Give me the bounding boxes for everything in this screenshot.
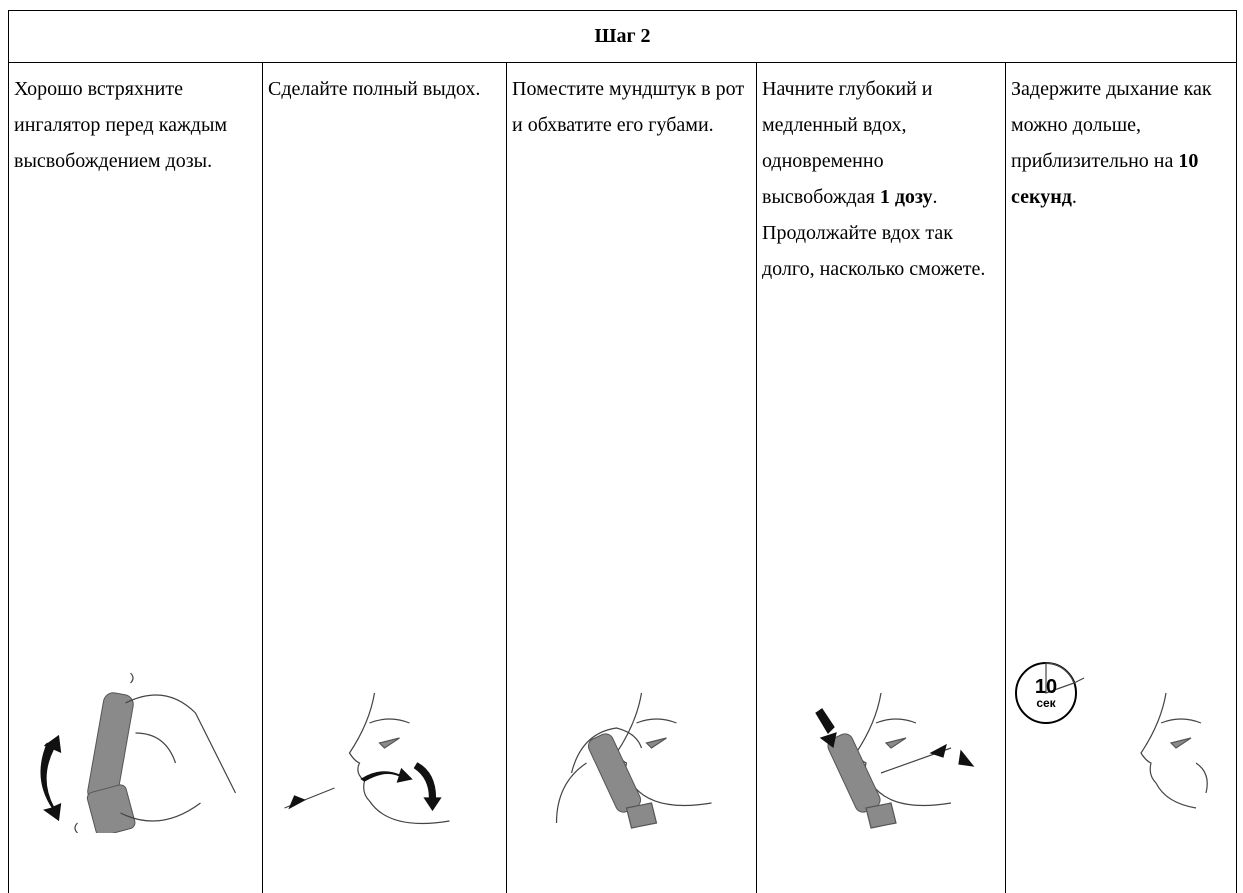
inhale-illustration — [757, 623, 1005, 833]
cell-text: Задержите дыхание как можно дольше, приб… — [1011, 71, 1231, 215]
table-header: Шаг 2 — [9, 11, 1237, 63]
text-run: . — [933, 186, 938, 208]
instruction-table: Шаг 2 Хорошо встряхните ингалятор перед … — [8, 10, 1237, 893]
mouthpiece-illustration — [507, 623, 756, 833]
paragraph: Сделайте полный выдох. — [268, 71, 501, 107]
text-run: Сделайте полный выдох. — [268, 78, 480, 100]
cell-text: Поместите мундштук в рот и обхватите его… — [512, 71, 751, 143]
paragraph: Продолжайте вдох так долго, насколько см… — [762, 215, 1000, 287]
step-cell: Сделайте полный выдох. — [263, 63, 507, 893]
paragraph: Начните глубокий и медленный вдох, однов… — [762, 71, 1000, 215]
cell-text: Сделайте полный выдох. — [268, 71, 501, 107]
step-cell: Хорошо встряхните ингалятор перед каждым… — [9, 63, 263, 893]
text-run: Продолжайте вдох так долго, насколько см… — [762, 222, 985, 280]
text-run: Хорошо встряхните ингалятор перед каждым… — [14, 78, 227, 172]
step-cell: Начните глубокий и медленный вдох, однов… — [757, 63, 1006, 893]
text-run: Поместите мундштук в рот и обхватите его… — [512, 78, 744, 136]
step-cell: Задержите дыхание как можно дольше, приб… — [1006, 63, 1237, 893]
page: Шаг 2 Хорошо встряхните ингалятор перед … — [0, 0, 1243, 858]
exhale-illustration — [263, 623, 506, 833]
shake-illustration — [9, 623, 262, 833]
paragraph: Задержите дыхание как можно дольше, приб… — [1011, 71, 1231, 215]
cell-text: Хорошо встряхните ингалятор перед каждым… — [14, 71, 257, 179]
timer-unit: сек — [1036, 696, 1056, 710]
cell-text: Начните глубокий и медленный вдох, однов… — [762, 71, 1000, 287]
timer-number: 10 — [1035, 676, 1057, 698]
step-cell: Поместите мундштук в рот и обхватите его… — [507, 63, 757, 893]
paragraph: Поместите мундштук в рот и обхватите его… — [512, 71, 751, 143]
text-run: . — [1072, 186, 1077, 208]
paragraph: Хорошо встряхните ингалятор перед каждым… — [14, 71, 257, 179]
bold-text: 1 дозу — [880, 186, 933, 208]
hold-breath-illustration: 10 сек — [1006, 623, 1236, 833]
